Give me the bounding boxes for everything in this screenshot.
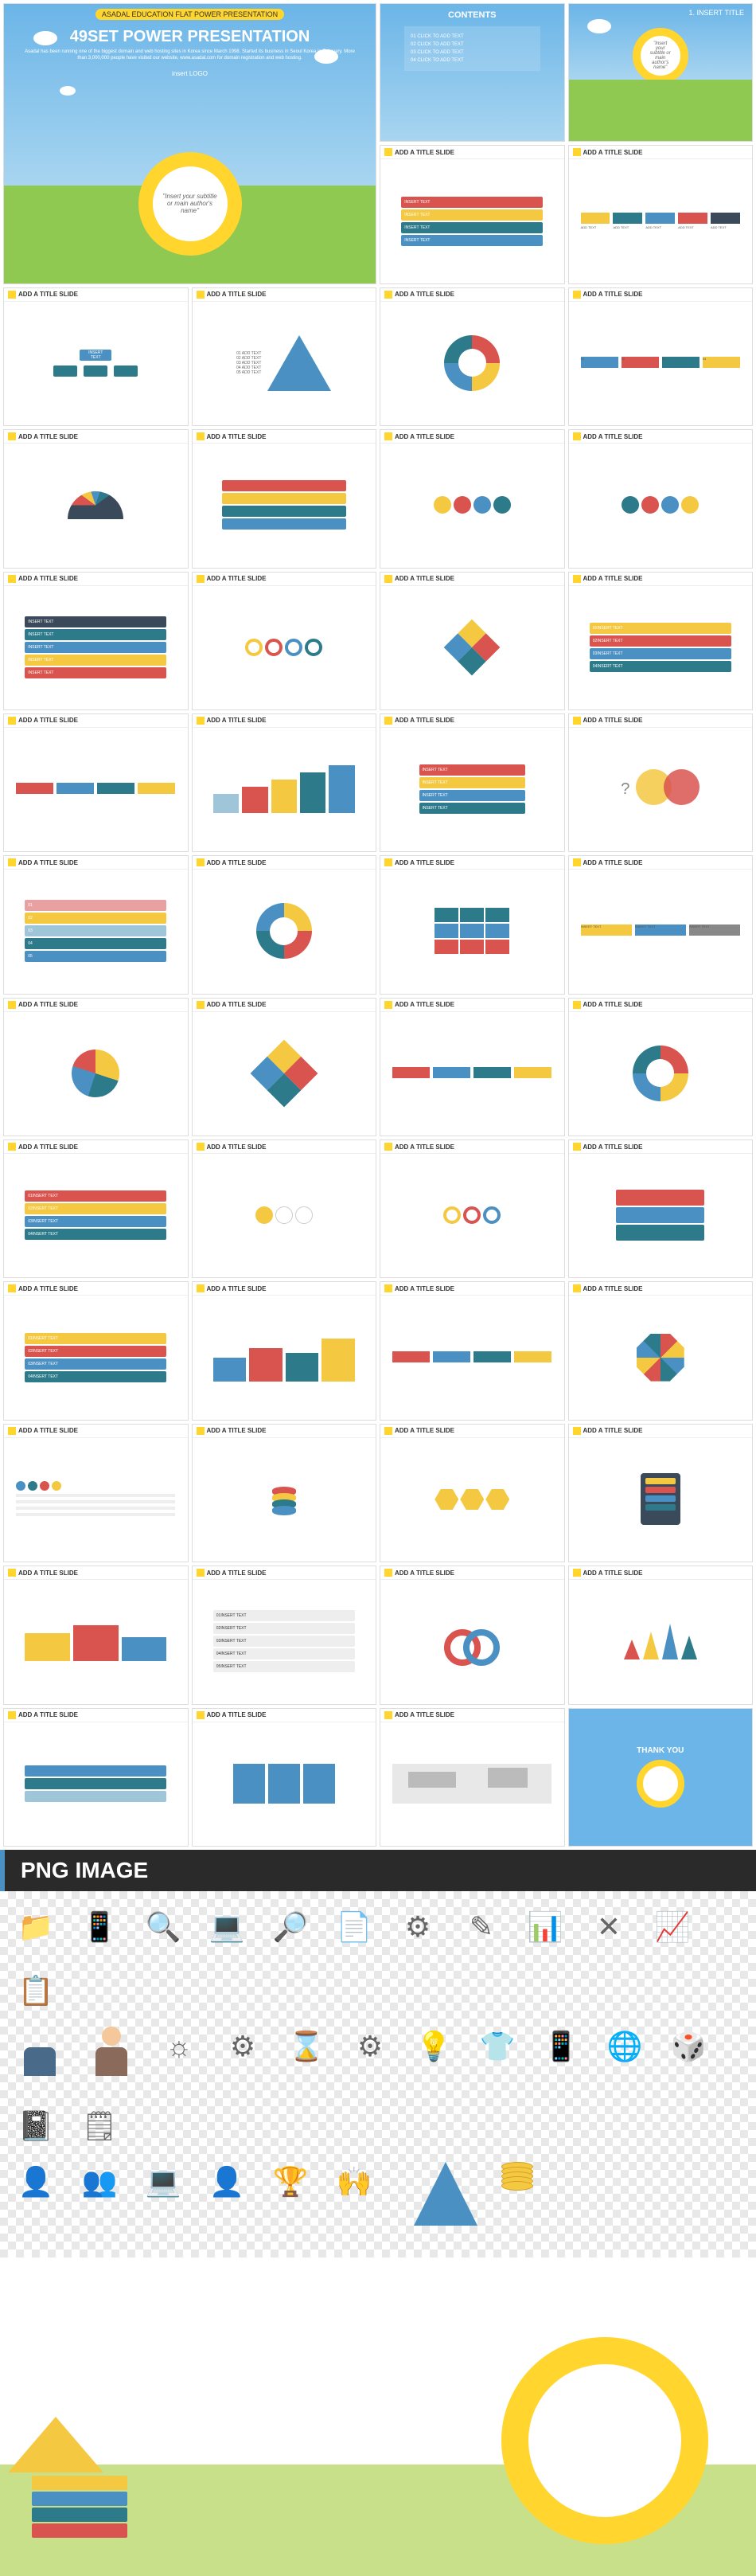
slide-3d-boxes: ADD A TITLE SLIDE INSERT TEXT INSERT TEX… [380,145,565,283]
gear-icon: ⚙ [398,1907,438,1947]
trophy-icon: 🏆 [271,2162,310,2202]
slide-infinity: ADD A TITLE SLIDE [380,1566,565,1704]
celebrate-icon: 🙌 [334,2162,374,2202]
slide-ring-icons: ADD A TITLE SLIDE [192,572,377,710]
slide-diamond: ADD A TITLE SLIDE [380,572,565,710]
document-icon: 📄 [334,1907,374,1947]
dice-icon: 🎲 [668,2027,708,2066]
slide-3circ-line: ADD A TITLE SLIDE [380,1139,565,1278]
slide-venn: ADD A TITLE SLIDE ? [568,713,754,852]
contents-title: CONTENTS [380,4,564,26]
coins-graphic [501,2162,533,2226]
slide-flow: ADD A TITLE SLIDE [380,1281,565,1420]
hourglass-icon: ⌛ [286,2027,326,2066]
icon-row-1: 📁 📱 🔍 💻 🔎 📄 ⚙ ✎ 📊 ✕ 📈 📋 [16,1907,740,2011]
hero-ring: "Insert your subtitle or main author's n… [138,152,242,256]
slide-globe: ADD A TITLE SLIDE [192,1708,377,1847]
arrow-up-graphic [414,2162,477,2226]
contents-list: 01 CLICK TO ADD TEXT02 CLICK TO ADD TEXT… [404,26,540,71]
zoom-icon: 🔎 [271,1907,310,1947]
slide-ribbon: ADD A TITLE SLIDE 01 INSERT TEXT 02 INSE… [3,1281,189,1420]
slide-balance: ADD A TITLE SLIDE [192,1139,377,1278]
donut-chart [444,335,500,391]
slide-diamond-3d: ADD A TITLE SLIDE [192,998,377,1136]
icon-row-3: 👤 👥 💻 👤 🏆 🙌 [16,2162,740,2226]
slide-notes: ADD A TITLE SLIDE [3,713,189,852]
hero-banner: ASADAL EDUCATION FLAT POWER PRESENTATION [95,9,284,20]
png-header: PNG IMAGE [0,1850,756,1891]
clipboard-icon: 📋 [16,1971,56,2011]
slide-5box: ADD A TITLE SLIDE 01 INSERT TEXT 02 INSE… [192,1566,377,1704]
tablet-icon: 📱 [541,2027,581,2066]
team-icon: 👥 [80,2162,119,2202]
slide-hbar-stack: ADD A TITLE SLIDE INSERT TEXTINSERT TEXT… [3,572,189,710]
phone-icon: 📱 [80,1907,119,1947]
slide-triangles: ADD A TITLE SLIDE [568,1566,754,1704]
slide-4col-people: ADD A TITLE SLIDE 01 02 03 04 [568,287,754,426]
cogs-icon: ⚙ [223,2027,263,2066]
tools-icon: ✕ [589,1907,629,1947]
slide-ring-seg: ADD A TITLE SLIDE [568,998,754,1136]
slide-cylinder: ADD A TITLE SLIDE [192,1424,377,1562]
shirt-icon: 👕 [477,2027,517,2066]
footer-ring [501,2337,708,2544]
slide-table: ADD A TITLE SLIDE [3,1424,189,1562]
person-glasses [88,2027,135,2082]
notebook-icon: 📓 [16,2106,56,2146]
icon-row-2: ☼ ⚙ ⌛ ⚙ 💡 👕 📱 🌐 🎲 📓 🗒 [16,2027,740,2146]
slide-fan: ADD A TITLE SLIDE [3,429,189,568]
slide-tablet: ADD A TITLE SLIDE [568,1424,754,1562]
slide-octagon: ADD A TITLE SLIDE [568,1281,754,1420]
png-checker-area: 📁 📱 🔍 💻 🔎 📄 ⚙ ✎ 📊 ✕ 📈 📋 ☼ ⚙ ⌛ [0,1891,756,2257]
slide-donut: ADD A TITLE SLIDE [380,287,565,426]
slide-4arrow-num: ADD A TITLE SLIDE 01 INSERT TEXT 02 INSE… [3,1139,189,1278]
slide-hbars-num: ADD A TITLE SLIDE 0102 030405 [3,855,189,994]
slide-arrows-num: ADD A TITLE SLIDE 01 INSERT TEXT 02 INSE… [568,572,754,710]
hero-title: 49SET POWER PRESENTATION [4,25,376,49]
slide-4circles: ADD A TITLE SLIDE [380,429,565,568]
thanks-slide: THANK YOU [568,1708,754,1847]
slide-vbar-icons: ADD A TITLE SLIDE [192,713,377,852]
badge-icon: ☼ [159,2027,199,2066]
hero-slide: ASADAL EDUCATION FLAT POWER PRESENTATION… [3,3,376,284]
slide-map: ADD A TITLE SLIDE [380,1708,565,1847]
footer-scene [0,2257,756,2576]
slide-pyramid: ADD A TITLE SLIDE 01 ADD TEXT02 ADD TEXT… [192,287,377,426]
slide-chevrons: ADD A TITLE SLIDE [192,429,377,568]
slide-pie: ADD A TITLE SLIDE [3,998,189,1136]
laptop-icon: 💻 [207,1907,247,1947]
slide-grid: ASADAL EDUCATION FLAT POWER PRESENTATION… [0,0,756,1850]
bulb-icon: 💡 [414,2027,454,2066]
slide-wave: ADD A TITLE SLIDE [568,429,754,568]
slide-photo-cols: ADD A TITLE SLIDE [380,998,565,1136]
png-section: PNG IMAGE 📁 📱 🔍 💻 🔎 📄 ⚙ ✎ 📊 ✕ 📈 📋 [0,1850,756,2576]
slide-arrows-text: ADD A TITLE SLIDE INSERT TEXTINSERT TEXT… [380,713,565,852]
slide-swot: ADD A TITLE SLIDE [192,855,377,994]
edit-icon: ✎ [462,1907,501,1947]
slide-pentagon: ADD A TITLE SLIDE [3,1708,189,1847]
winner-icon: 👤 [207,2162,247,2202]
slide-3col-text: ADD A TITLE SLIDE INSERT TEXT INSERT TEX… [568,855,754,994]
contents-slide: CONTENTS 01 CLICK TO ADD TEXT02 CLICK TO… [380,3,565,142]
presenter-icon: 👤 [16,2162,56,2202]
folder-icon: 📁 [16,1907,56,1947]
gear2-icon: ⚙ [350,2027,390,2066]
insert-title-slide: 1. INSERT TITLE "Insert your subtitle or… [568,3,754,142]
workstation-icon: 💻 [143,2162,183,2202]
globe-icon: 🌐 [605,2027,645,2066]
slide-org-chart: ADD A TITLE SLIDE INSERT TEXT [3,287,189,426]
slide-3x3: ADD A TITLE SLIDE [380,855,565,994]
search-icon: 🔍 [143,1907,183,1947]
hero-logo: insert LOGO [4,70,376,77]
slide-3box-3d: ADD A TITLE SLIDE [568,1139,754,1278]
slide-hexagons: ADD A TITLE SLIDE [380,1424,565,1562]
slide-icons-row: ADD A TITLE SLIDE ADD TEXT ADD TEXT ADD … [568,145,754,283]
slide-3d-bars: ADD A TITLE SLIDE [192,1281,377,1420]
chart-icon: 📊 [525,1907,565,1947]
graph-icon: 📈 [653,1907,692,1947]
book-stack [32,2417,127,2512]
notepad-icon: 🗒 [80,2106,119,2146]
person-male [16,2027,64,2082]
slide-vbar-labels: ADD A TITLE SLIDE [3,1566,189,1704]
